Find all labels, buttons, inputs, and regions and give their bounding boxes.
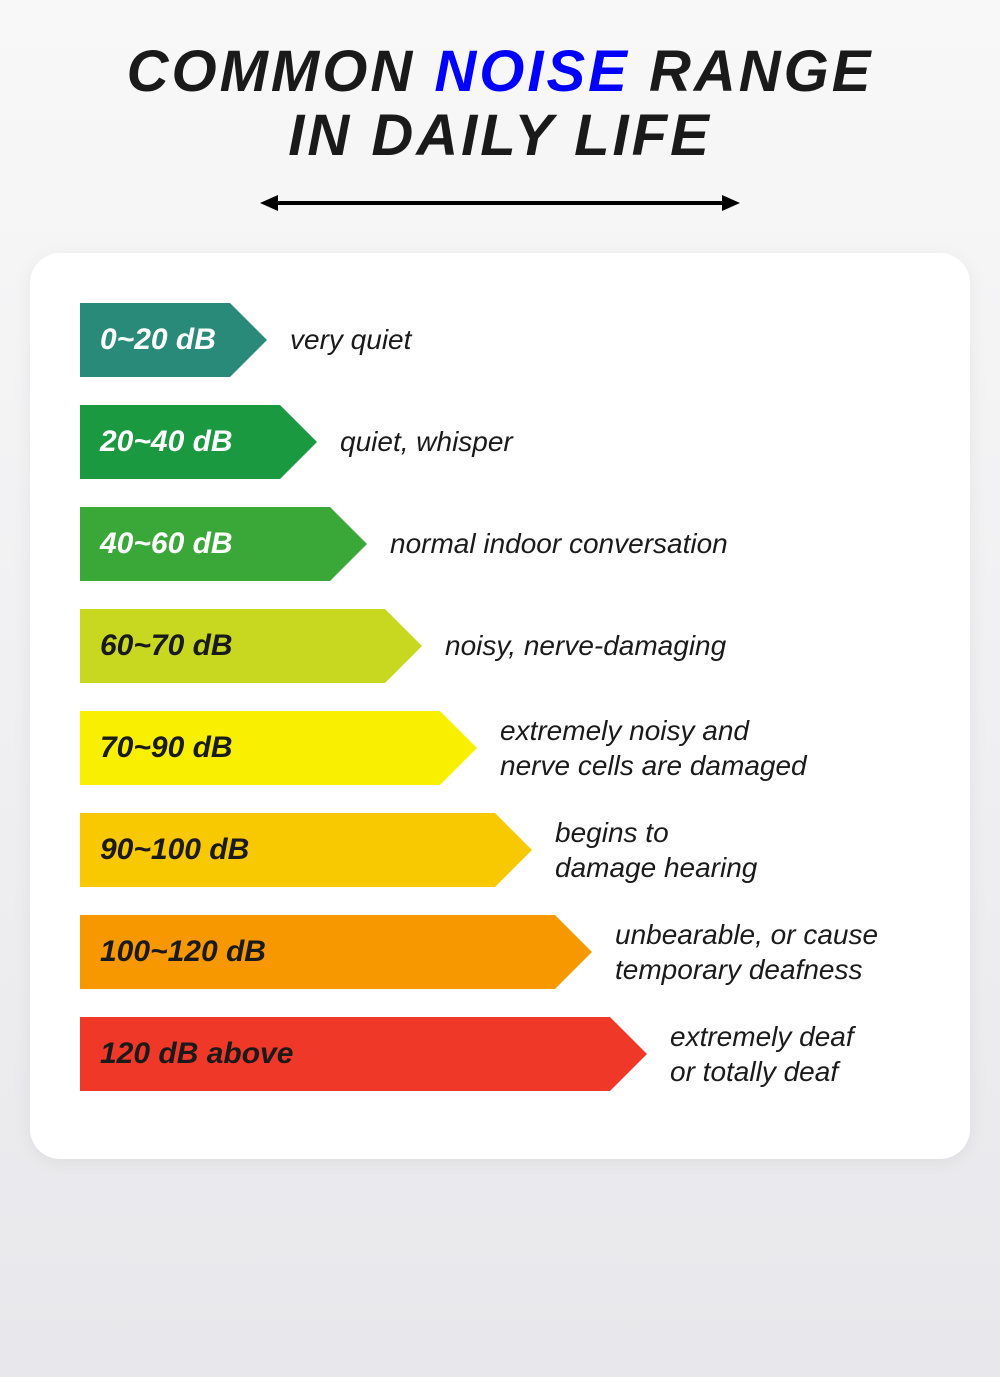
noise-range-label: 0~20 dB [100, 323, 216, 357]
noise-bar-row: 100~120 dB unbearable, or cause temporary … [80, 915, 930, 989]
noise-range-label: 20~40 dB [100, 425, 233, 459]
noise-description-line: temporary deafness [615, 954, 862, 985]
title-block: COMMON NOISE RANGE IN DAILY LIFE [30, 40, 970, 213]
noise-description: extremely deaf or totally deaf [670, 1019, 930, 1089]
noise-range-label: 60~70 dB [100, 629, 233, 663]
noise-description-line: extremely deaf [670, 1021, 854, 1052]
noise-description-line: unbearable, or cause [615, 919, 878, 950]
title-line2: IN DAILY LIFE [288, 103, 712, 168]
noise-range-label: 120 dB above [100, 1037, 293, 1071]
noise-description-line: damage hearing [555, 852, 757, 883]
noise-bar-arrow: 60~70 dB [80, 609, 385, 683]
noise-range-label: 70~90 dB [100, 731, 233, 765]
noise-bar-arrow: 70~90 dB [80, 711, 440, 785]
noise-chart-panel: 0~20 dB very quiet 20~40 dB quiet, whisper 4… [30, 253, 970, 1159]
noise-bar-arrow: 90~100 dB [80, 813, 495, 887]
noise-description: noisy, nerve-damaging [445, 628, 930, 663]
noise-description: quiet, whisper [340, 424, 930, 459]
noise-bar-arrow: 100~120 dB [80, 915, 555, 989]
noise-description-line: nerve cells are damaged [500, 750, 807, 781]
double-arrow-divider [260, 193, 740, 213]
noise-bar-row: 70~90 dB extremely noisy and nerve cells a… [80, 711, 930, 785]
noise-bar-arrow: 0~20 dB [80, 303, 230, 377]
noise-bar-row: 0~20 dB very quiet [80, 303, 930, 377]
bars-container: 0~20 dB very quiet 20~40 dB quiet, whisper 4… [80, 303, 930, 1091]
noise-description-line: very quiet [290, 324, 411, 355]
noise-range-label: 100~120 dB [100, 935, 266, 969]
noise-bar-row: 120 dB above extremely deaf or totally dea… [80, 1017, 930, 1091]
arrow-head-icon [385, 609, 422, 683]
title-prefix: COMMON [127, 39, 435, 104]
page-title: COMMON NOISE RANGE IN DAILY LIFE [30, 40, 970, 168]
noise-bar-row: 60~70 dB noisy, nerve-damaging [80, 609, 930, 683]
noise-bar-arrow: 20~40 dB [80, 405, 280, 479]
noise-description: begins to damage hearing [555, 815, 930, 885]
noise-description-line: or totally deaf [670, 1056, 838, 1087]
noise-description-line: extremely noisy and [500, 715, 749, 746]
arrow-head-icon [280, 405, 317, 479]
arrow-head-icon [610, 1017, 647, 1091]
title-middle: RANGE [630, 39, 874, 104]
noise-bar-row: 40~60 dB normal indoor conversation [80, 507, 930, 581]
noise-description: very quiet [290, 322, 930, 357]
noise-bar-arrow: 120 dB above [80, 1017, 610, 1091]
noise-description: unbearable, or cause temporary deafness [615, 917, 930, 987]
arrow-head-icon [330, 507, 367, 581]
noise-description: normal indoor conversation [390, 526, 930, 561]
title-highlight: NOISE [434, 39, 630, 104]
arrow-head-icon [495, 813, 532, 887]
noise-range-label: 90~100 dB [100, 833, 249, 867]
arrow-head-icon [440, 711, 477, 785]
noise-bar-arrow: 40~60 dB [80, 507, 330, 581]
noise-description-line: noisy, nerve-damaging [445, 630, 726, 661]
noise-description-line: begins to [555, 817, 669, 848]
noise-description-line: quiet, whisper [340, 426, 513, 457]
noise-bar-row: 20~40 dB quiet, whisper [80, 405, 930, 479]
double-arrow-icon [260, 193, 740, 213]
arrow-head-icon [230, 303, 267, 377]
noise-bar-row: 90~100 dB begins to damage hearing [80, 813, 930, 887]
arrow-head-icon [555, 915, 592, 989]
noise-description-line: normal indoor conversation [390, 528, 728, 559]
noise-description: extremely noisy and nerve cells are damag… [500, 713, 930, 783]
noise-range-label: 40~60 dB [100, 527, 233, 561]
